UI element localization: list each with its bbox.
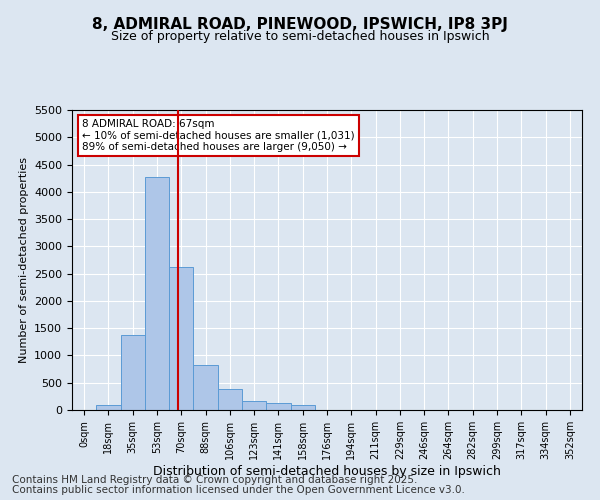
Text: 8 ADMIRAL ROAD: 67sqm
← 10% of semi-detached houses are smaller (1,031)
89% of s: 8 ADMIRAL ROAD: 67sqm ← 10% of semi-deta…	[82, 119, 355, 152]
Bar	[145, 176, 169, 410]
Bar	[290, 405, 315, 410]
Text: 8, ADMIRAL ROAD, PINEWOOD, IPSWICH, IP8 3PJ: 8, ADMIRAL ROAD, PINEWOOD, IPSWICH, IP8 …	[92, 18, 508, 32]
X-axis label: Distribution of semi-detached houses by size in Ipswich: Distribution of semi-detached houses by …	[153, 464, 501, 477]
Bar	[193, 366, 218, 410]
Bar	[169, 267, 193, 410]
Bar	[242, 400, 266, 410]
Bar	[96, 404, 121, 410]
Text: Contains public sector information licensed under the Open Government Licence v3: Contains public sector information licen…	[12, 485, 465, 495]
Bar	[121, 334, 145, 410]
Text: Contains HM Land Registry data © Crown copyright and database right 2025.: Contains HM Land Registry data © Crown c…	[12, 475, 418, 485]
Text: Size of property relative to semi-detached houses in Ipswich: Size of property relative to semi-detach…	[110, 30, 490, 43]
Bar	[218, 390, 242, 410]
Y-axis label: Number of semi-detached properties: Number of semi-detached properties	[19, 157, 29, 363]
Bar	[266, 404, 290, 410]
